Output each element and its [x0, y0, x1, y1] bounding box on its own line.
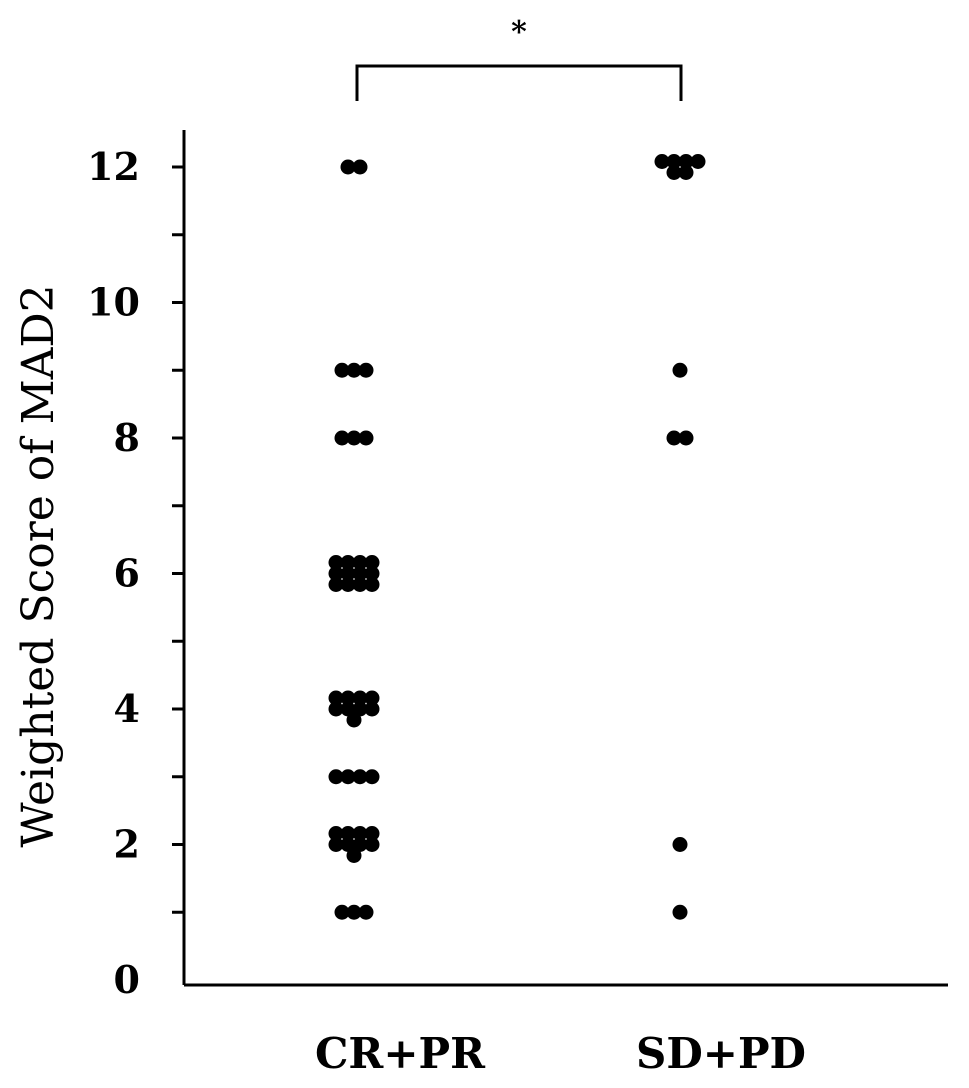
data-point: [346, 430, 362, 446]
y-tick-label: 2: [114, 822, 140, 867]
data-point: [352, 826, 368, 841]
data-point: [328, 577, 344, 592]
data-point: [340, 555, 356, 570]
data-point: [666, 430, 682, 446]
data-point: [352, 577, 368, 592]
data-point: [364, 577, 380, 592]
data-point: [364, 826, 380, 841]
data-point: [666, 154, 682, 169]
data-point: [672, 837, 688, 852]
data-point: [340, 837, 356, 852]
data-point: [340, 826, 356, 841]
y-tick-label: 10: [87, 280, 140, 325]
data-point: [340, 577, 356, 592]
data-point: [352, 159, 368, 175]
y-tick-label: 4: [114, 686, 140, 731]
data-point: [358, 362, 374, 378]
data-point: [666, 165, 682, 180]
data-point: [346, 362, 362, 378]
data-point: [364, 555, 380, 570]
data-point: [340, 159, 356, 175]
data-point: [364, 690, 380, 706]
data-point: [328, 566, 344, 581]
data-point: [678, 154, 694, 169]
data-point: [352, 701, 368, 717]
data-point: [334, 904, 350, 920]
data-point: [352, 690, 368, 706]
data-point: [328, 837, 344, 852]
data-point: [352, 769, 368, 785]
data-point: [334, 430, 350, 446]
y-tick-label: 12: [87, 144, 140, 189]
data-point: [364, 566, 380, 581]
data-point: [352, 566, 368, 581]
data-point: [672, 362, 688, 378]
data-point: [364, 701, 380, 717]
data-point: [358, 904, 374, 920]
y-tick-label: 0: [114, 957, 140, 1002]
data-points: [328, 154, 706, 920]
y-tick-labels: 0 2 4 6 8 10 12: [87, 144, 140, 1002]
y-tick-label: 6: [114, 551, 140, 596]
data-point: [346, 848, 362, 863]
data-point: [358, 430, 374, 446]
data-point: [340, 690, 356, 706]
data-point: [364, 769, 380, 785]
data-point: [346, 712, 362, 728]
x-category-label: CR+PR: [315, 1029, 486, 1078]
data-point: [328, 701, 344, 717]
data-point: [364, 837, 380, 852]
data-point: [334, 362, 350, 378]
data-point: [328, 690, 344, 706]
y-ticks: [172, 165, 184, 914]
y-tick-label: 8: [114, 415, 140, 460]
data-point: [672, 904, 688, 920]
data-point: [346, 904, 362, 920]
data-point: [352, 837, 368, 852]
data-point: [654, 154, 670, 169]
data-point: [340, 769, 356, 785]
data-point: [328, 826, 344, 841]
data-point: [340, 566, 356, 581]
significance-bracket: [355, 64, 683, 101]
data-point: [352, 555, 368, 570]
x-category-label: SD+PD: [636, 1029, 806, 1078]
data-point: [328, 555, 344, 570]
data-point: [678, 430, 694, 446]
data-point: [328, 769, 344, 785]
y-axis-title: Weighted Score of MAD2: [13, 284, 64, 847]
data-point: [340, 701, 356, 717]
significance-label: *: [511, 15, 527, 50]
data-point: [690, 154, 706, 169]
data-point: [678, 165, 694, 180]
